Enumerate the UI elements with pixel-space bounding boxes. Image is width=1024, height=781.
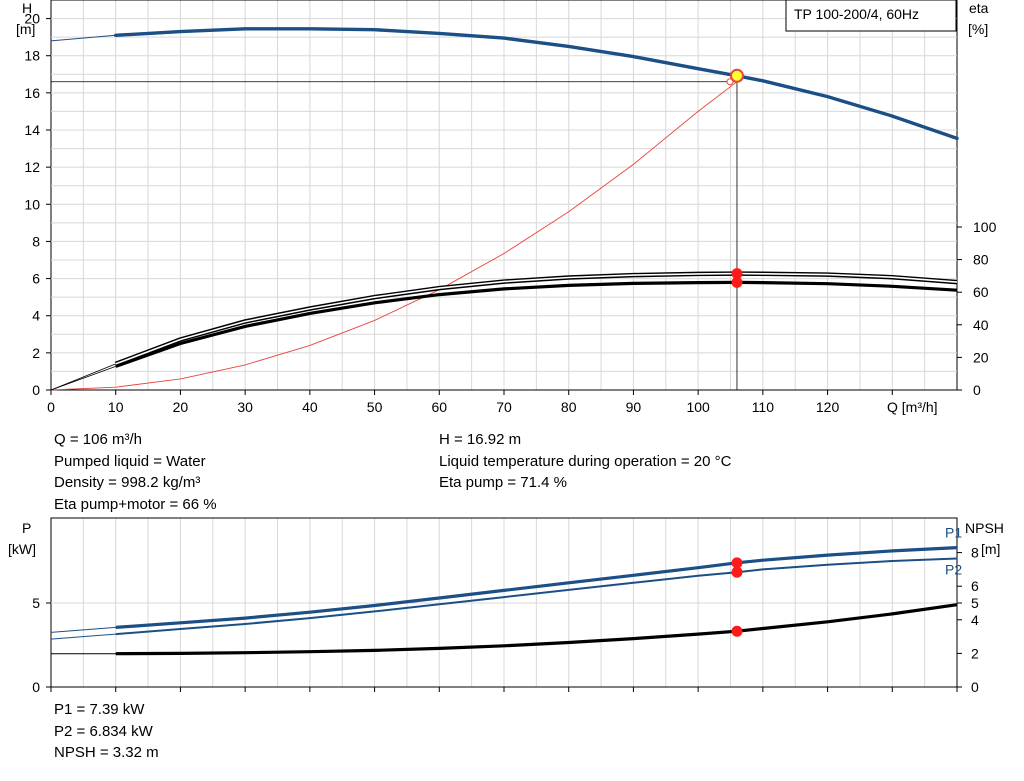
y-axis-label-left: H — [22, 0, 32, 16]
head-curve-extension — [50, 34, 116, 42]
flow-value: Q = 106 m³/h — [54, 431, 142, 448]
y-tick-label-right: 6 — [971, 578, 979, 594]
y-tick-label-right: 40 — [973, 317, 989, 333]
eta-pump-motor: Eta pump+motor = 66 % — [54, 495, 217, 513]
y-axis-label-right: eta — [969, 0, 989, 16]
title-box — [785, 0, 957, 32]
x-tick-label: 120 — [816, 399, 840, 415]
x-tick-label: 10 — [108, 399, 124, 415]
y-tick-label-left: 2 — [32, 345, 40, 361]
x-tick-label: 110 — [752, 399, 775, 415]
x-tick-label: 20 — [173, 399, 189, 415]
p2-curve-extension — [50, 633, 116, 640]
y-tick-label-left: 0 — [32, 382, 40, 398]
x-axis-label: Q [m³/h] — [887, 399, 938, 415]
y-axis-unit-left: [m] — [16, 21, 35, 37]
system-point-marker — [726, 78, 734, 86]
p2-value: P2 = 6.834 kW — [54, 722, 153, 740]
y-tick-label-right: 20 — [973, 349, 989, 365]
eta-pump: Eta pump = 71.4 % — [439, 474, 567, 491]
y-tick-label-left: 14 — [24, 122, 40, 138]
y-tick-label-left: 18 — [24, 48, 40, 64]
y-tick-label-left: 8 — [32, 233, 40, 249]
eta-total-extension — [50, 365, 116, 391]
y-tick-label-left: 5 — [32, 595, 40, 611]
pumped-liquid: Pumped liquid = Water — [54, 452, 206, 470]
y-tick-label-right: 4 — [971, 612, 979, 628]
x-tick-label: 70 — [496, 399, 512, 415]
x-tick-label: 0 — [47, 399, 55, 415]
top-info-right: H = 16.92 m Liquid temperature during op… — [439, 429, 731, 494]
y-tick-label-right: 8 — [971, 545, 979, 561]
eta-pump-curve-inner — [115, 272, 958, 365]
liquid-temperature: Liquid temperature during operation = 20… — [439, 452, 732, 470]
bottom-info: P1 = 7.39 kW P2 = 6.834 kW NPSH = 3.32 m — [54, 699, 159, 764]
y-tick-label-right: 80 — [973, 252, 989, 268]
y-axis-label-left: P — [22, 520, 31, 536]
x-tick-label: 40 — [302, 399, 318, 415]
eta-total-curve — [115, 280, 958, 368]
head-value: H = 16.92 m — [439, 431, 522, 448]
p2-series-label: P2 — [945, 561, 962, 577]
x-tick-label: 100 — [686, 399, 710, 415]
operating-point-marker — [729, 68, 744, 83]
npsh-value: NPSH = 3.32 m — [54, 744, 159, 761]
y-tick-label-right: 60 — [973, 284, 989, 300]
x-tick-label: 30 — [237, 399, 253, 415]
y-axis-unit-left: [kW] — [8, 541, 36, 557]
y-axis-unit-right: [m] — [981, 541, 1000, 557]
p2-curve — [115, 557, 958, 636]
x-tick-label: 50 — [367, 399, 383, 415]
head-efficiency-chart: 0102030405060708090100110120130024681012… — [16, 0, 997, 418]
y-tick-label-left: 16 — [24, 85, 40, 101]
y-tick-label-right: 0 — [973, 382, 981, 398]
y-tick-label-left: 4 — [32, 308, 40, 324]
eta-total-marker — [731, 276, 743, 288]
x-tick-label: 90 — [626, 399, 642, 415]
y-tick-label-left: 10 — [24, 196, 40, 212]
y-tick-label-left: 20 — [24, 11, 40, 27]
y-tick-label-right: 2 — [971, 645, 979, 661]
x-tick-label: 60 — [431, 399, 447, 415]
p1-curve — [115, 546, 958, 629]
npsh-marker — [731, 625, 743, 637]
top-info-left: Q = 106 m³/h Pumped liquid = Water Densi… — [54, 429, 217, 515]
y-tick-label-right: 0 — [971, 679, 979, 695]
chart-title: TP 100-200/4, 60Hz — [794, 6, 919, 22]
y-tick-label-right: 5 — [971, 595, 979, 611]
eta-pump-marker — [731, 268, 743, 280]
p2-marker — [731, 566, 743, 578]
density-value: Density = 998.2 kg/m³ — [54, 474, 201, 491]
x-tick-label: 80 — [561, 399, 577, 415]
y-tick-label-left: 12 — [24, 159, 40, 175]
p1-series-label: P1 — [945, 525, 962, 541]
p1-curve-extension — [50, 626, 116, 633]
system-curve — [50, 81, 738, 391]
p1-marker — [731, 557, 743, 569]
y-axis-unit-right: [%] — [968, 21, 988, 37]
y-tick-label-right: 100 — [973, 219, 997, 235]
x-axis-label-bg — [881, 398, 957, 418]
y-axis-label-right: NPSH — [965, 520, 1004, 536]
head-curve — [114, 27, 959, 141]
npsh-curve — [115, 603, 958, 656]
y-tick-label-left: 6 — [32, 271, 40, 287]
y-tick-label-left: 0 — [32, 679, 40, 695]
p1-value: P1 = 7.39 kW — [54, 701, 145, 718]
